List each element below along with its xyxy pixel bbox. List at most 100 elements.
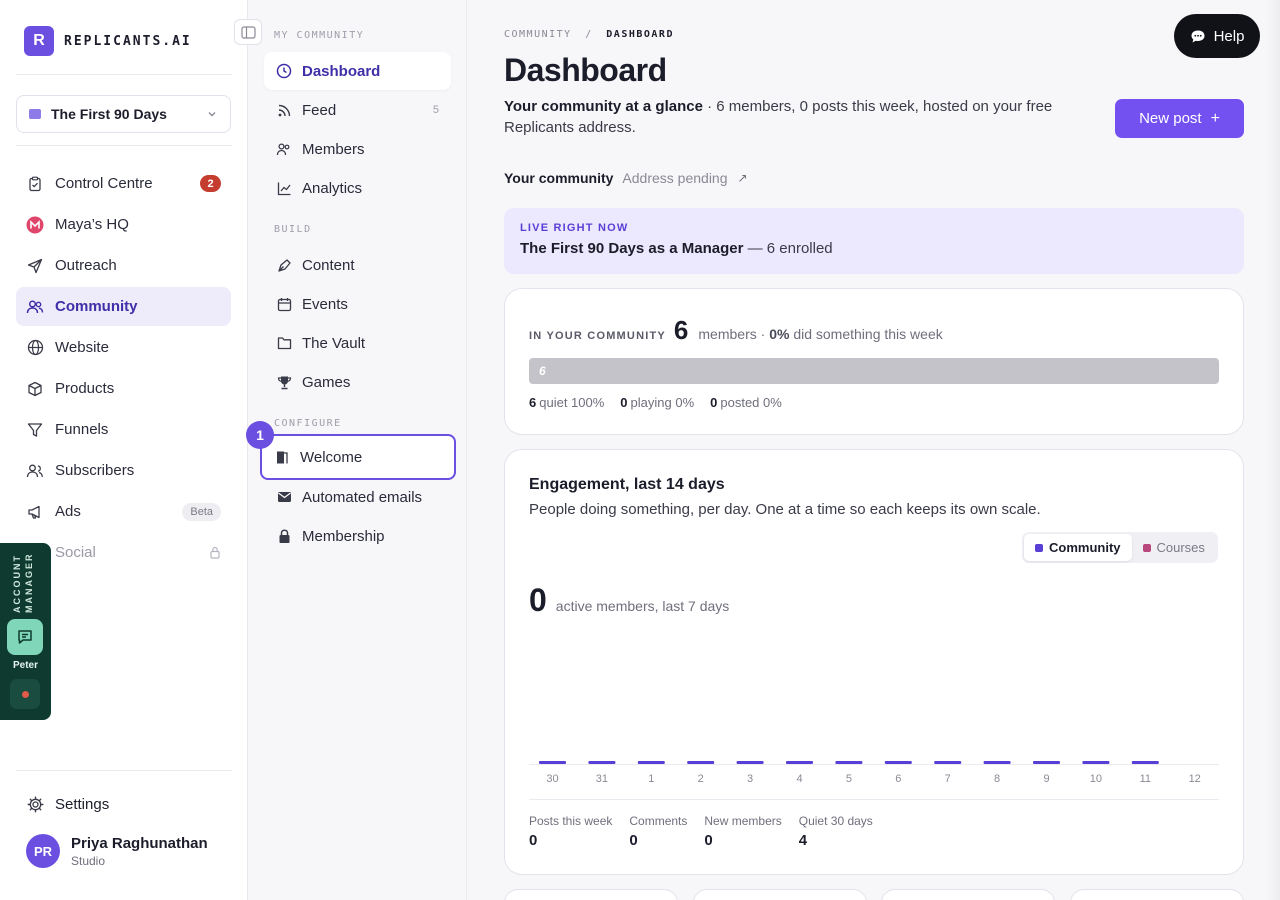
settings-link[interactable]: Settings [16, 785, 231, 823]
subnav-item-automated-emails[interactable]: Automated emails [264, 478, 451, 516]
active-members-count: 0 [529, 582, 547, 618]
nav-item-ads[interactable]: Ads Beta [16, 492, 231, 531]
chart-bar[interactable] [786, 761, 813, 764]
subnav-item-games[interactable]: Games [264, 363, 451, 401]
nav-item-products[interactable]: Products [16, 369, 231, 408]
subnav-item-dashboard[interactable]: Dashboard [264, 52, 451, 90]
chart-bar[interactable] [736, 761, 764, 764]
maya-logo-icon [26, 216, 44, 234]
members-text: members · [698, 326, 766, 342]
send-icon [26, 257, 44, 275]
subnav-item-content[interactable]: Content [264, 246, 451, 284]
beta-badge: Beta [182, 502, 221, 521]
nav-label: Ads [55, 503, 81, 520]
nav-item-mayas-hq[interactable]: Maya’s HQ [16, 205, 231, 244]
subnav-item-vault[interactable]: The Vault [264, 324, 451, 362]
nav-item-outreach[interactable]: Outreach [16, 246, 231, 285]
chart-bar[interactable] [1131, 761, 1159, 764]
chart-bar[interactable] [539, 761, 566, 764]
footer-stat-value: 0 [704, 832, 713, 849]
users-icon [26, 298, 44, 316]
nav-item-funnels[interactable]: Funnels [16, 410, 231, 449]
active-percent: 0% [769, 326, 790, 342]
subnav-label: The Vault [302, 334, 366, 352]
chart-bar[interactable] [687, 761, 715, 764]
nav-label: Subscribers [55, 462, 135, 479]
main-nav: Control Centre 2 Maya’s HQ Outreach Comm… [16, 164, 231, 574]
nav-item-subscribers[interactable]: Subscribers [16, 451, 231, 490]
x-tick-label: 12 [1189, 773, 1201, 785]
subnav-item-events[interactable]: Events [264, 285, 451, 323]
chart-bar[interactable] [637, 761, 665, 764]
playing-count: 0 [620, 395, 628, 410]
breadcrumb-separator: / [585, 29, 593, 40]
user-profile[interactable]: PR Priya Raghunathan Studio [26, 834, 208, 868]
collapse-sidebar-button[interactable] [234, 19, 262, 45]
playing-text: playing 0% [630, 395, 695, 410]
nav-item-control-centre[interactable]: Control Centre 2 [16, 164, 231, 203]
community-subnav: MY COMMUNITY Dashboard Feed 5 Members An… [248, 0, 467, 900]
main-content: COMMUNITY / DASHBOARD Help Dashboard You… [467, 0, 1280, 900]
plus-icon: + [1210, 109, 1220, 127]
footer-stat: Comments 0 [629, 814, 687, 849]
toggle-courses[interactable]: Courses [1132, 534, 1216, 561]
new-post-button[interactable]: New post + [1115, 99, 1244, 138]
quiet-count: 6 [529, 395, 537, 410]
live-enrolled: — 6 enrolled [743, 240, 833, 257]
subnav-item-analytics[interactable]: Analytics [264, 169, 451, 207]
footer-stat-label: Comments [629, 814, 688, 828]
stat-card [693, 889, 867, 900]
box-icon [26, 380, 44, 398]
nav-item-social[interactable]: Social [16, 533, 231, 572]
divider [16, 145, 232, 146]
summary-heading: Your community at a glance [504, 98, 703, 115]
chart-bar[interactable] [983, 761, 1011, 764]
help-label: Help [1213, 27, 1245, 45]
engagement-card: Engagement, last 14 days People doing so… [504, 449, 1244, 875]
chart-bar[interactable] [588, 761, 616, 764]
subnav-item-membership[interactable]: Membership [264, 517, 451, 555]
subnav-item-welcome[interactable]: Welcome [260, 434, 456, 480]
funnel-icon [26, 421, 44, 439]
chart-bar[interactable] [1033, 761, 1060, 764]
engagement-footer: Posts this week 0 Comments 0 New members 0 Qui… [529, 799, 1219, 849]
activity-breakdown: 6 quiet 100% 0 playing 0% 0 posted 0% [529, 395, 798, 410]
gear-icon [26, 795, 44, 813]
notification-badge: 2 [200, 175, 221, 192]
section-label: MY COMMUNITY [274, 30, 365, 41]
chart-bar[interactable] [1082, 761, 1110, 764]
clock-icon [276, 63, 292, 79]
footer-stat-value: 0 [629, 832, 638, 849]
toggle-community[interactable]: Community [1024, 534, 1132, 561]
community-address-label: Your community [504, 170, 614, 186]
page-title: Dashboard [504, 52, 667, 88]
engagement-title: Engagement, last 14 days [529, 476, 725, 493]
workspace-selector[interactable]: The First 90 Days [16, 95, 231, 133]
subnav-item-feed[interactable]: Feed 5 [264, 91, 451, 129]
x-tick-label: 7 [945, 773, 951, 785]
external-link-icon[interactable]: ↗ [737, 171, 748, 185]
address-status[interactable]: Address pending [622, 170, 728, 186]
x-tick-label: 10 [1090, 773, 1102, 785]
help-button[interactable]: Help [1174, 14, 1260, 58]
playing-stat: 0 playing 0% [620, 395, 694, 410]
account-manager-status[interactable] [10, 679, 40, 709]
account-manager-chat-button[interactable] [7, 619, 43, 655]
live-banner[interactable]: LIVE RIGHT NOW The First 90 Days as a Ma… [504, 208, 1244, 274]
breadcrumb-parent[interactable]: COMMUNITY [504, 29, 572, 40]
chart-bar[interactable] [934, 761, 962, 764]
nav-item-website[interactable]: Website [16, 328, 231, 367]
nav-label: Products [55, 380, 115, 397]
chart-bar[interactable] [835, 761, 863, 764]
brand[interactable]: R REPLICANTS.AI [24, 26, 192, 56]
breadcrumb-current: DASHBOARD [606, 29, 674, 40]
posted-text: posted 0% [720, 395, 782, 410]
members-icon [276, 141, 292, 157]
activity-bar-label: 6 [539, 364, 546, 378]
divider [16, 770, 232, 771]
chart-bar[interactable] [884, 761, 912, 764]
nav-item-community[interactable]: Community [16, 287, 231, 326]
brand-name: REPLICANTS.AI [64, 33, 192, 49]
subnav-item-members[interactable]: Members [264, 130, 451, 168]
onboarding-step-badge[interactable]: 1 [246, 421, 274, 449]
